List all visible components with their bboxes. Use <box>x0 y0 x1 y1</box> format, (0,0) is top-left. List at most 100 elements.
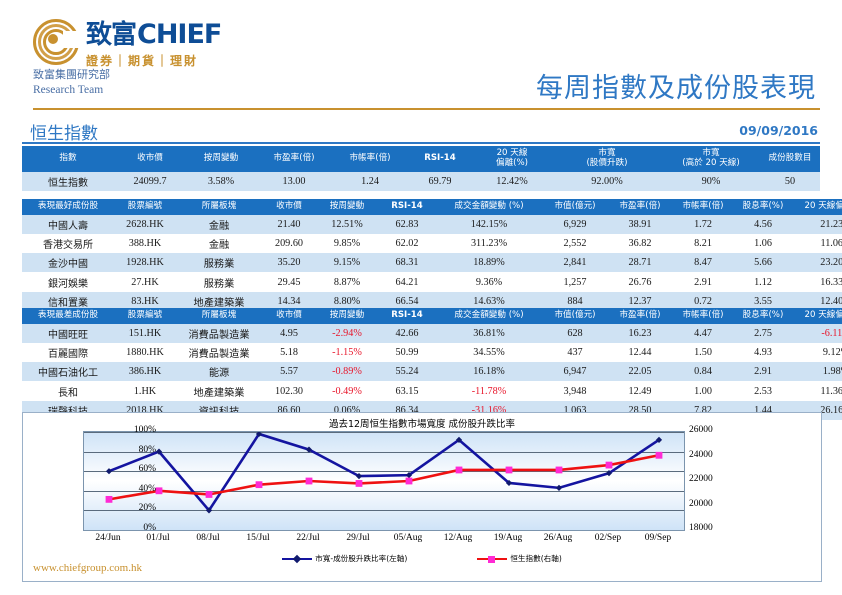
table-cell: 151.HK <box>114 323 176 344</box>
table-cell: 金融 <box>176 234 262 254</box>
column-header: 市盈率(倍) <box>608 199 672 215</box>
x-axis-tick: 01/Jul <box>146 533 170 543</box>
chart-data-point <box>555 484 563 491</box>
legend-item: 恒生指數(右軸) <box>477 553 562 564</box>
column-header: 按周變動 <box>186 146 256 172</box>
table-cell: 6,947 <box>542 362 608 382</box>
table-cell: 3.55 <box>734 291 792 311</box>
column-header: 市寬 (股價升跌) <box>552 146 662 172</box>
table-cell: 消費品製造業 <box>176 323 262 344</box>
table-cell: 6,929 <box>542 214 608 235</box>
table-cell: 服務業 <box>176 253 262 273</box>
table-row: 瑞聲科技2018.HK資訊科技86.600.06%86.34-31.16%1,0… <box>22 400 842 420</box>
table-cell: 1.24 <box>332 171 408 191</box>
table-cell: 884 <box>542 291 608 311</box>
chart-data-point <box>155 448 163 455</box>
table-cell: 628 <box>542 323 608 344</box>
table-cell: 1.00 <box>672 381 734 401</box>
blue-divider <box>22 142 820 144</box>
row-label: 金沙中國 <box>22 253 114 273</box>
table-cell: 92.00% <box>552 171 662 191</box>
table-cell: 1880.HK <box>114 343 176 363</box>
table-cell: 34.55% <box>436 343 542 363</box>
table-cell: 9.12% <box>792 343 842 363</box>
y-axis-left-tick: 60% <box>138 464 156 475</box>
row-label: 百麗國際 <box>22 343 114 363</box>
table-row: 香港交易所 388.HK 金融 209.60 9.85% 62.02 311.23% 2,55… <box>22 234 842 254</box>
column-header: 股息率(%) <box>734 308 792 324</box>
table-cell: -2.94% <box>316 323 378 344</box>
x-axis-tick: 24/Jun <box>95 533 121 543</box>
table-row: 長和 1.HK 地產建築業 102.30 -0.49% 63.15 -11.78% 3,948… <box>22 381 842 401</box>
chart-gridline <box>84 471 684 473</box>
table-cell: 9.36% <box>436 272 542 292</box>
index-summary-table: 指數 收市價 按周變動 市盈率(倍) 市帳率(倍) RSI-14 20 天線 偏離(%) 市寬(… <box>22 146 820 191</box>
column-header: 20 天線偏離(%) <box>472 146 552 172</box>
chart-data-point <box>255 432 263 438</box>
y-axis-left-tick: 80% <box>138 444 156 455</box>
table-cell: -11.78% <box>436 381 542 401</box>
column-header: RSI-14 <box>378 308 436 324</box>
table-cell: 311.23% <box>436 234 542 254</box>
y-axis-left-tick: 0% <box>143 523 156 533</box>
row-label: 信和置業 <box>22 291 114 311</box>
chart-data-point <box>505 466 513 474</box>
column-header: 市值(億元) <box>542 308 608 324</box>
x-axis-tick: 19/Aug <box>493 533 523 543</box>
legend-swatch <box>477 555 508 563</box>
column-header: 指數 <box>22 146 114 172</box>
legend-label: 市寬-成份股升跌比率(左軸) <box>315 554 408 563</box>
table-cell: 18.89% <box>436 253 542 273</box>
chart-data-point <box>555 466 563 474</box>
table-cell: 能源 <box>176 362 262 382</box>
y-axis-left-tick: 20% <box>138 503 156 514</box>
table-cell: 83.HK <box>114 291 176 311</box>
table-cell: 1.HK <box>114 381 176 401</box>
column-header: 按周變動 <box>316 199 378 215</box>
chart-title: 過去12周恒生指數市場寬度 成份股升跌比率 <box>328 419 516 430</box>
x-axis-tick: 26/Aug <box>543 533 573 543</box>
chart-plot-area <box>83 431 685 531</box>
chart-data-point <box>655 451 663 459</box>
x-axis-tick: 29/Jul <box>346 533 370 543</box>
table-cell: 42.66 <box>378 323 436 344</box>
row-label: 中國旺旺 <box>22 323 114 344</box>
table-cell: 62.83 <box>378 214 436 235</box>
column-header: 收市價 <box>262 308 316 324</box>
column-header: RSI-14 <box>408 146 472 172</box>
table-cell: 386.HK <box>114 362 176 382</box>
table-cell: 16.33% <box>792 272 842 292</box>
table-cell: 50.99 <box>378 343 436 363</box>
table-cell: 38.91 <box>608 214 672 235</box>
column-header: 市帳率(倍) <box>672 308 734 324</box>
column-header: 市盈率(倍) <box>256 146 332 172</box>
table-cell: 1.50 <box>672 343 734 363</box>
row-label: 恒生指數 <box>22 171 114 191</box>
x-axis-tick: 09/Sep <box>644 533 672 543</box>
table-cell: 50 <box>760 171 820 191</box>
column-header: 表現最差成份股 <box>22 308 114 324</box>
table-cell: -6.11% <box>792 323 842 344</box>
column-header: 成份股數目 <box>760 146 820 172</box>
row-label: 銀河娛樂 <box>22 272 114 292</box>
table-cell: 14.63% <box>436 291 542 311</box>
chart-data-point <box>105 495 113 503</box>
legend-swatch <box>282 554 313 563</box>
table-cell: 62.02 <box>378 234 436 254</box>
table-cell: 12.44 <box>608 343 672 363</box>
chart-gridline <box>84 510 684 512</box>
table-cell: 2,552 <box>542 234 608 254</box>
table-cell: 12.40% <box>792 291 842 311</box>
row-label: 香港交易所 <box>22 234 114 254</box>
table-cell: 金融 <box>176 214 262 235</box>
table-cell: 142.15% <box>436 214 542 235</box>
table-cell: 1,257 <box>542 272 608 292</box>
table-cell: 21.40 <box>262 214 316 235</box>
table-cell: 3.58% <box>186 171 256 191</box>
logo-tagline: 證券｜期貨｜理財 <box>86 54 199 68</box>
chart-data-point <box>405 472 413 479</box>
table-cell: 9.85% <box>316 234 378 254</box>
table-row: 中國人壽 2628.HK 金融 21.40 12.51% 62.83 142.15% 6,92… <box>22 214 842 235</box>
table-cell: 服務業 <box>176 272 262 292</box>
logo-name-cn: 致富 <box>86 20 137 50</box>
